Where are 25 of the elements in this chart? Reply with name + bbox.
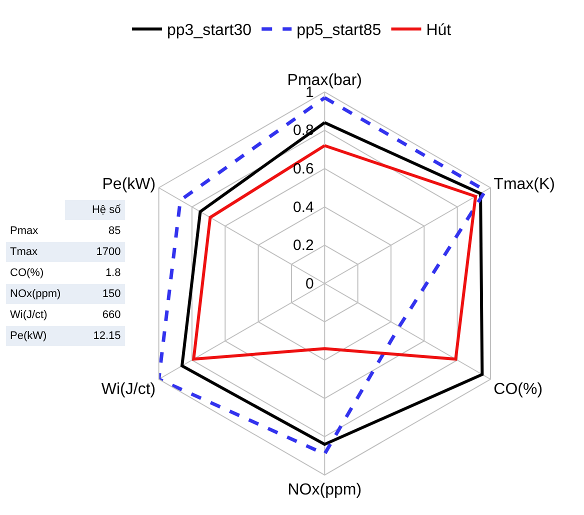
text: Wi(J/ct) [6,304,65,326]
spoke-label: NOx(ppm) [288,482,362,499]
spoke-label: CO(%) [494,380,543,398]
text: 1.8 [64,262,125,284]
text: Pe(kW) [6,326,65,346]
text: 1700 [64,242,125,262]
spoke-label: Pe(kW) [102,176,156,194]
text: 150 [64,284,125,304]
spoke-label: Tmax(K) [494,176,556,194]
text: Tmax [6,242,65,262]
legend-label: Hút [426,22,452,40]
legend-label: pp3_start30 [167,22,252,40]
y-tick-label: 0.2 [293,237,314,254]
legend-label: pp5_start85 [296,22,382,40]
text: 660 [64,304,125,326]
y-tick-label: 0.6 [293,160,314,178]
text: Hệ số [64,200,125,220]
text: Pmax [6,220,65,242]
text: 12.15 [64,326,125,346]
text: NOx(ppm) [6,284,65,304]
spoke-label: Wi(J/ct) [101,380,156,398]
y-tick-label: 0 [306,275,314,292]
text: CO(%) [6,262,65,284]
y-tick-label: 0.4 [293,198,314,216]
text: 85 [64,220,125,242]
